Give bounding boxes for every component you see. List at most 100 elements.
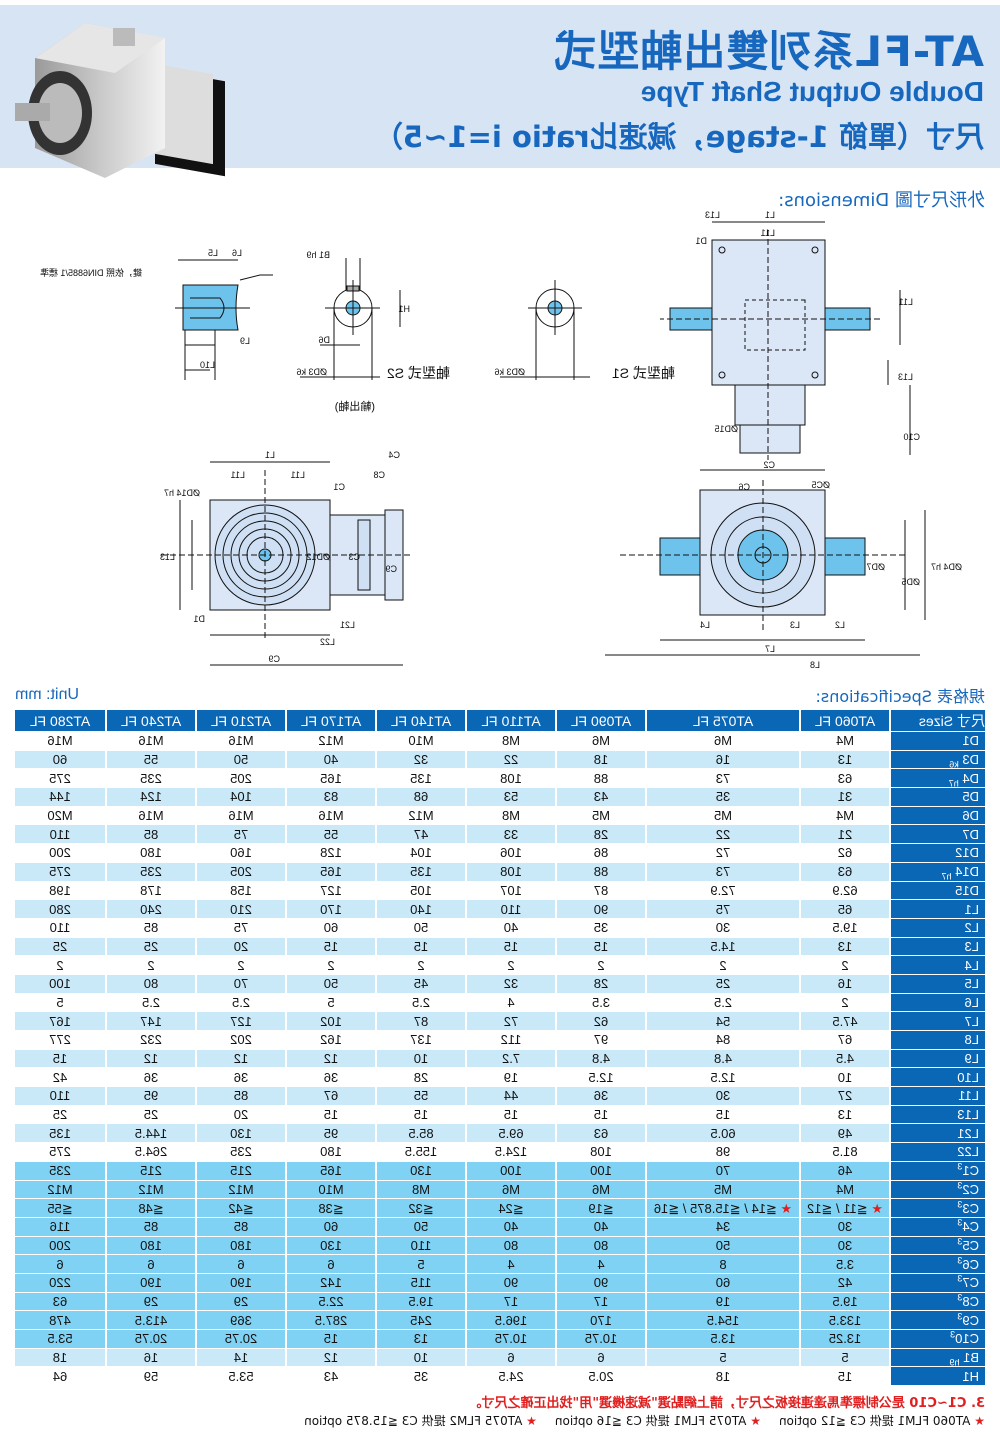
cell-value: 68 bbox=[413, 789, 429, 805]
cell-value: 15 bbox=[52, 1051, 68, 1067]
table-cell: 29 bbox=[197, 1292, 285, 1311]
cell-value: 180 bbox=[140, 1237, 162, 1253]
row-label: L7 bbox=[891, 1012, 985, 1030]
dimension-label: ØD7 bbox=[866, 562, 885, 572]
cell-value: 2 bbox=[237, 957, 245, 973]
table-cell: 15 bbox=[15, 1049, 105, 1068]
table-cell: 10 bbox=[377, 1348, 465, 1367]
cell-value: 62.9 bbox=[832, 882, 858, 898]
cell-value: 4 bbox=[507, 994, 515, 1010]
cell-value: M16 bbox=[228, 808, 254, 824]
dimension-label: L21 bbox=[340, 620, 355, 630]
cell-value: 2.5 bbox=[713, 994, 733, 1010]
cell-value: 85.5 bbox=[408, 1125, 434, 1141]
table-cell: 72 bbox=[467, 1012, 555, 1030]
cell-value: 72.9 bbox=[710, 882, 736, 898]
table-cell: 165 bbox=[287, 769, 375, 788]
table-cell: 6 bbox=[287, 1255, 375, 1273]
table-cell: M12 bbox=[197, 1180, 285, 1199]
cell-value: 24.5 bbox=[498, 1368, 524, 1384]
option-note: ★ AT075 FLM1 提供 C3 ≦16 option bbox=[555, 1414, 761, 1428]
cell-value: 53.5 bbox=[228, 1368, 254, 1384]
table-cell: 100 bbox=[467, 1161, 555, 1180]
row-label-note-ref: 3 bbox=[957, 1311, 963, 1322]
table-cell: 170 bbox=[287, 900, 375, 918]
cell-value: 19.5 bbox=[832, 920, 858, 936]
table-cell: 5 bbox=[15, 993, 105, 1012]
table-cell: 43 bbox=[557, 788, 645, 806]
cell-value: M16 bbox=[138, 733, 164, 749]
row-label: L2 bbox=[891, 918, 985, 937]
table-cell: 167 bbox=[15, 1012, 105, 1030]
table-cell: 112 bbox=[467, 1031, 555, 1049]
table-cell: 14 bbox=[197, 1348, 285, 1367]
cell-value: 275 bbox=[49, 770, 71, 786]
table-cell: 88 bbox=[557, 862, 645, 881]
table-cell: 63 bbox=[15, 1292, 105, 1311]
row-label: C63 bbox=[891, 1255, 985, 1273]
cell-value: 60 bbox=[323, 1219, 339, 1235]
cell-value: 210 bbox=[230, 901, 252, 917]
star-icon: ★ bbox=[780, 1200, 793, 1216]
table-cell: M10 bbox=[287, 1180, 375, 1199]
cell-value: 45 bbox=[413, 976, 429, 992]
cell-value: 2.5 bbox=[231, 994, 251, 1010]
row-label: C33 bbox=[891, 1199, 985, 1217]
cell-value: 147 bbox=[140, 1013, 162, 1029]
cell-value: 90 bbox=[593, 901, 609, 917]
row-label-text: D1 bbox=[962, 733, 979, 749]
table-row: L9 4.5 4.8 4.8 7.2 10 12 12 12 15 bbox=[15, 1049, 985, 1068]
cell-value: 32 bbox=[413, 752, 429, 768]
cell-value: 133.5 bbox=[828, 1312, 862, 1328]
table-cell: 100 bbox=[15, 974, 105, 993]
table-cell: 115 bbox=[377, 1273, 465, 1292]
cell-value: 128 bbox=[320, 845, 342, 861]
cell-value: 55 bbox=[413, 1088, 429, 1104]
cell-value: 155.5 bbox=[404, 1144, 438, 1160]
table-cell: 14.5 bbox=[647, 937, 799, 956]
cell-value: 15 bbox=[503, 938, 519, 954]
cell-value: 287.5 bbox=[314, 1312, 348, 1328]
row-label: H1 bbox=[891, 1367, 985, 1386]
cell-value: 205 bbox=[230, 864, 252, 880]
cell-value: 30 bbox=[715, 1088, 731, 1104]
table-cell: 15 bbox=[557, 1105, 645, 1124]
table-cell: 20.75 bbox=[107, 1330, 195, 1348]
d14-label: ØD14 h7 bbox=[164, 488, 200, 498]
cell-value: 5 bbox=[56, 994, 64, 1010]
cell-value: 15 bbox=[323, 938, 339, 954]
dimension-label: L6 bbox=[232, 248, 242, 258]
table-cell: 60 bbox=[15, 750, 105, 769]
dimension-label: (輸出軸) bbox=[335, 399, 375, 413]
row-label: L8 bbox=[891, 1031, 985, 1049]
cell-value: 2 bbox=[841, 994, 849, 1010]
cell-value: 28 bbox=[593, 826, 609, 842]
table-row: L1 65 75 90 110 140 170 210 240 280 bbox=[15, 900, 985, 918]
cell-value: 106 bbox=[500, 845, 522, 861]
table-row: L6 2 2.5 3.5 4 2.5 5 2.5 2.5 5 bbox=[15, 993, 985, 1012]
cell-value: 205 bbox=[230, 770, 252, 786]
cell-value: 135 bbox=[49, 1125, 71, 1141]
table-cell: 12 bbox=[287, 1348, 375, 1367]
cell-value: 20.75 bbox=[224, 1331, 258, 1347]
cell-value: 180 bbox=[320, 1144, 342, 1160]
table-row: L11 27 30 36 44 55 67 85 95 110 bbox=[15, 1087, 985, 1105]
table-cell: 2.5 bbox=[377, 993, 465, 1012]
dimension-label: L22 bbox=[320, 637, 335, 647]
cell-value: 13 bbox=[837, 752, 853, 768]
row-label-text: L13 bbox=[957, 1107, 979, 1123]
cell-value: 60 bbox=[715, 1275, 731, 1291]
column-header-model: AT110 FL bbox=[467, 710, 555, 731]
row-label: L9 bbox=[891, 1049, 985, 1068]
table-cell: 53 bbox=[467, 788, 555, 806]
cell-value: 180 bbox=[230, 1237, 252, 1253]
table-header-row: 尺寸 Sizes AT060 FL AT075 FL AT090 FL AT110 FL… bbox=[15, 710, 985, 731]
cell-value: 25 bbox=[52, 1107, 68, 1123]
table-cell: 4.8 bbox=[557, 1049, 645, 1068]
cell-value: 180 bbox=[140, 845, 162, 861]
cell-value: 275 bbox=[49, 1144, 71, 1160]
table-cell: 232 bbox=[107, 1031, 195, 1049]
table-cell: 80 bbox=[107, 974, 195, 993]
table-cell: 6 bbox=[557, 1348, 645, 1367]
cell-value: 64 bbox=[52, 1368, 68, 1384]
